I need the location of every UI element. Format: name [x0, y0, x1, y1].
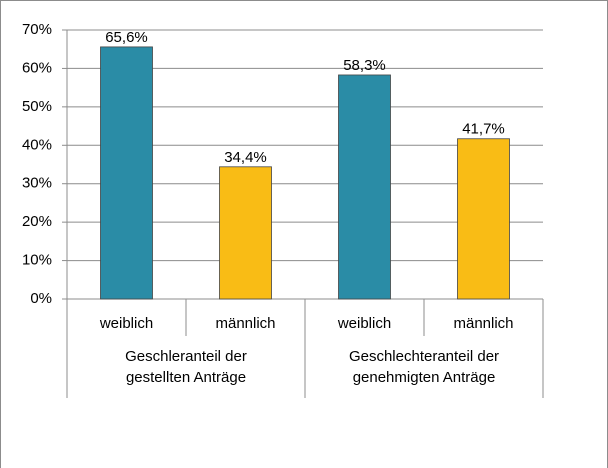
x-tick-label: männlich	[453, 315, 513, 332]
bar	[219, 166, 272, 300]
value-label: 58,3%	[343, 57, 386, 74]
x-tick-label: weiblich	[337, 315, 391, 332]
group-label: gestellten Anträge	[126, 369, 246, 386]
bar	[457, 138, 510, 300]
bar	[338, 74, 391, 300]
group-label: Geschlechteranteil der	[349, 348, 499, 365]
value-label: 65,6%	[105, 29, 148, 46]
y-tick-label: 50%	[22, 98, 52, 115]
group-label: genehmigten Anträge	[353, 369, 496, 386]
y-tick-label: 60%	[22, 59, 52, 76]
y-tick-label: 0%	[30, 290, 52, 307]
group-label: Geschleranteil der	[125, 348, 247, 365]
y-tick-label: 70%	[22, 21, 52, 38]
bar	[100, 46, 153, 300]
value-label: 34,4%	[224, 149, 267, 166]
x-tick-label: weiblich	[99, 315, 153, 332]
y-tick-label: 30%	[22, 175, 52, 192]
y-tick-label: 10%	[22, 252, 52, 269]
x-tick-label: männlich	[215, 315, 275, 332]
value-label: 41,7%	[462, 121, 505, 138]
y-tick-label: 40%	[22, 136, 52, 153]
y-tick-label: 20%	[22, 213, 52, 230]
